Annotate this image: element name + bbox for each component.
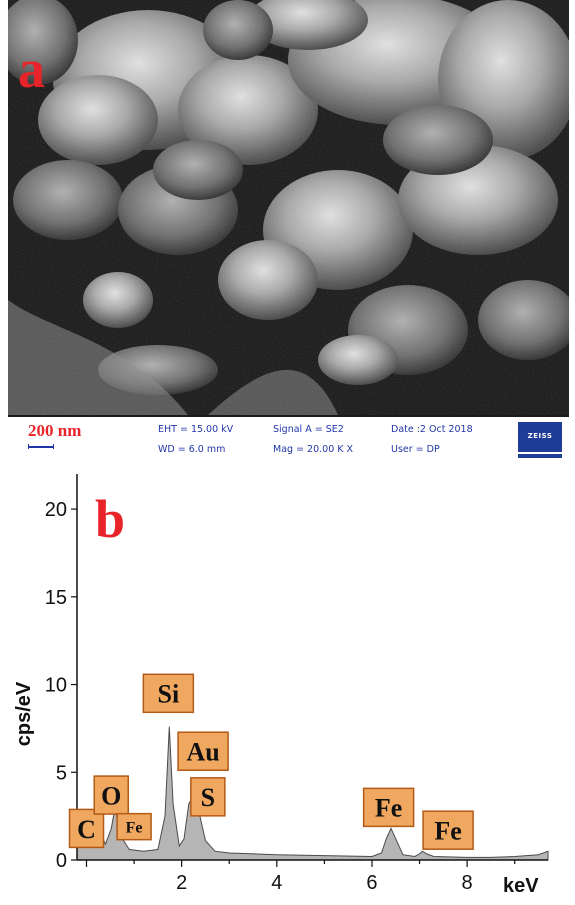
peak-label-box <box>93 775 130 815</box>
sem-info-bar: 200 nm EHT = 15.00 kV WD = 6.0 mm Signal… <box>8 415 569 462</box>
scale-bar <box>28 444 54 449</box>
zeiss-logo: ZEISS <box>518 422 562 458</box>
peak-label-box <box>362 787 415 828</box>
panel-label-b: b <box>95 489 125 549</box>
eht-readout: EHT = 15.00 kV <box>158 424 234 435</box>
peak-label: Fe <box>434 817 461 846</box>
peak-label: Fe <box>126 819 143 836</box>
y-tick-label: 10 <box>45 675 67 697</box>
x-axis-title: keV <box>503 875 539 897</box>
panel-label-a: a <box>18 39 45 99</box>
x-tick-label: 8 <box>462 872 473 894</box>
magnification-readout: Mag = 20.00 K X <box>273 444 354 455</box>
peak-label-box <box>190 777 226 817</box>
peak-label: Fe <box>375 794 402 823</box>
y-axis-title: cps/eV <box>13 681 35 746</box>
peak-label: S <box>201 783 215 812</box>
peak-label: C <box>77 815 96 844</box>
sem-micrograph-image <box>8 0 569 415</box>
peak-label-box <box>68 808 105 849</box>
peak-label-box <box>422 810 474 850</box>
peak-label: Au <box>186 738 219 767</box>
scale-bar-label: 200 nm <box>28 421 82 440</box>
signal-readout: Signal A = SE2 <box>273 424 344 435</box>
x-tick-label: 2 <box>176 872 187 894</box>
x-tick-label: 4 <box>271 872 282 894</box>
y-tick-label: 0 <box>56 850 67 872</box>
y-tick-label: 5 <box>56 762 67 784</box>
peak-label-box <box>177 731 229 771</box>
peak-label: O <box>101 781 121 810</box>
x-tick-label: 6 <box>366 872 377 894</box>
y-tick-label: 20 <box>45 499 67 521</box>
peak-label: Si <box>158 680 180 709</box>
date-readout: Date :2 Oct 2018 <box>391 424 473 435</box>
y-tick-label: 15 <box>45 587 67 609</box>
eds-panel: 0 5 10 15 20 2 4 6 8 C O Fe Si Au S Fe Fe b cps/eV keV <box>0 462 575 905</box>
peak-label-box <box>142 673 195 714</box>
peak-label-box <box>116 812 152 841</box>
working-distance-readout: WD = 6.0 mm <box>158 444 226 455</box>
sem-panel: a 200 nm EHT = 15.00 kV WD = 6.0 mm Sign… <box>8 0 569 462</box>
user-readout: User = DP <box>391 444 440 455</box>
